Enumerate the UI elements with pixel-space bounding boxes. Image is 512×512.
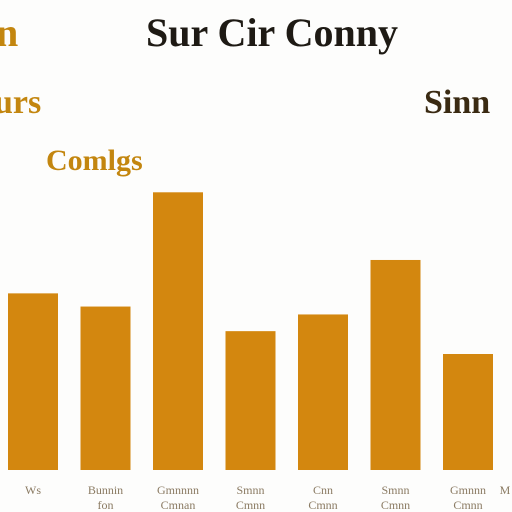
- chart-title: Sur Cir Conny: [146, 10, 398, 55]
- bar-0: [8, 293, 58, 470]
- bar-3: [225, 331, 276, 470]
- bars-group: [8, 192, 493, 470]
- title-left-fragment: n: [0, 10, 18, 55]
- category-label-3: Smnn Cmnn: [236, 483, 265, 512]
- category-label-7: M: [500, 483, 511, 497]
- category-label-0: Ws: [25, 483, 41, 497]
- category-labels-group: Ws Bunnin fon Gmnnnn Cmnan Smnn Cmnn Cnn Cmnn Smn…: [25, 483, 511, 512]
- category-label-6: Gmnnn Cmnn: [450, 483, 486, 512]
- bar-5: [370, 259, 421, 470]
- category-label-4: Cnn Cmnn: [308, 483, 337, 512]
- category-label-5: Smnn Cmnn: [381, 483, 410, 512]
- bar-1: [80, 306, 131, 470]
- side-label-mid: Comlgs: [46, 144, 143, 177]
- bar-2: [153, 192, 203, 470]
- bar-4: [298, 314, 348, 470]
- category-label-2: Gmnnnn Cmnan: [157, 483, 199, 512]
- bar-6: [443, 354, 493, 470]
- side-label-right: Sinn: [424, 84, 490, 121]
- category-label-1: Bunnin fon: [88, 483, 123, 512]
- side-label-left: urs: [0, 84, 41, 121]
